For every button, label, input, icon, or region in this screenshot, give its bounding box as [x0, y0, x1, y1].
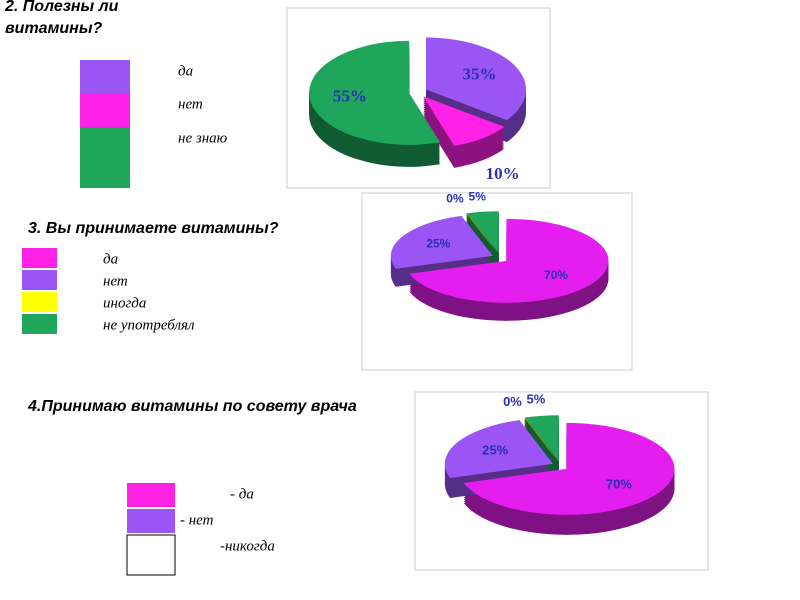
legend-swatch	[126, 534, 176, 576]
legend-swatch	[80, 60, 130, 93]
legend-label: - да	[230, 486, 254, 502]
pie-slice	[467, 211, 499, 254]
legend-swatch	[127, 509, 175, 533]
value-label: 25%	[482, 443, 508, 458]
chart-frame	[414, 391, 709, 571]
chart-title: 2. Полезны ли витамины?	[5, 0, 119, 37]
value-label: 0%	[446, 192, 464, 206]
legend-label: не употреблял	[103, 317, 195, 333]
legend-swatch	[22, 292, 57, 312]
value-label: 25%	[426, 237, 450, 251]
chart-frame	[286, 7, 551, 189]
pie-slice	[525, 415, 559, 462]
value-label: 70%	[606, 476, 632, 491]
legend-swatch	[127, 483, 175, 507]
pie-slice	[463, 422, 675, 515]
legend-label: нет	[178, 96, 203, 112]
legend-label: нет	[103, 273, 128, 289]
pie-slice	[390, 215, 493, 269]
legend-swatch	[22, 270, 57, 290]
legend-label: -никогда	[220, 538, 275, 554]
chart-title: 4.Принимаю витамины по совету врача	[28, 398, 357, 415]
legend-swatch	[22, 248, 57, 268]
pie-slice	[466, 213, 498, 254]
chart-title: 3. Вы принимаете витамины?	[28, 220, 279, 237]
pie-slice	[444, 420, 553, 479]
legend-label: - нет	[180, 512, 214, 528]
pie-slice	[423, 96, 505, 146]
value-label: 70%	[544, 268, 568, 282]
pie-slice	[309, 40, 441, 145]
legend-swatch	[80, 127, 130, 188]
chart-frame	[361, 192, 633, 371]
legend-swatch	[80, 93, 130, 127]
value-label: 0%	[503, 394, 522, 409]
legend-label: да	[103, 251, 118, 267]
value-label: 35%	[462, 64, 496, 83]
value-label: 55%	[333, 87, 367, 106]
legend-label: иногда	[103, 295, 146, 311]
legend-swatch	[22, 314, 57, 334]
value-label: 5%	[527, 391, 546, 406]
pie-slice	[524, 417, 558, 462]
value-label: 5%	[469, 189, 487, 203]
legend-label: не знаю	[178, 130, 228, 146]
legend-label: да	[178, 63, 193, 79]
pie-slice	[409, 218, 609, 303]
pie-slice	[426, 37, 527, 121]
value-label: 10%	[486, 164, 520, 183]
